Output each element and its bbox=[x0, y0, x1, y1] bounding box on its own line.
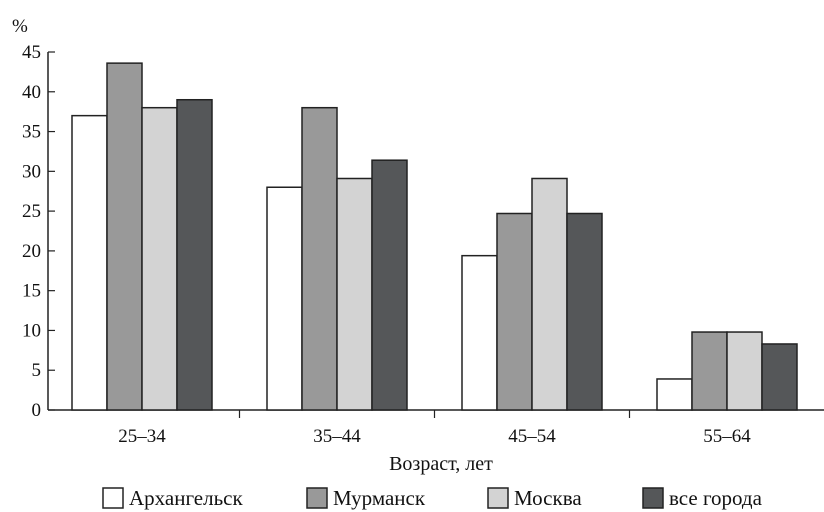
bar bbox=[461, 254, 498, 411]
x-axis: 25–34 35–44 45–54 55–64 bbox=[48, 409, 824, 447]
bar bbox=[496, 212, 533, 411]
bar bbox=[301, 106, 338, 411]
bar bbox=[71, 114, 108, 411]
legend-label: Мурманск bbox=[333, 486, 426, 510]
y-unit-label: % bbox=[12, 16, 28, 37]
y-tick-label: 10 bbox=[22, 320, 41, 341]
x-axis-label: Возраст, лет bbox=[389, 453, 493, 475]
bar bbox=[106, 62, 143, 411]
bar bbox=[371, 159, 408, 411]
y-axis: 0 5 10 15 20 25 30 35 40 45 bbox=[22, 42, 55, 421]
legend-label: Архангельск bbox=[129, 486, 243, 510]
legend-label: все города bbox=[669, 486, 763, 510]
legend-swatch bbox=[642, 487, 664, 509]
bar bbox=[726, 331, 763, 411]
legend-swatch bbox=[487, 487, 509, 509]
bar bbox=[691, 331, 728, 411]
y-tick-label: 45 bbox=[22, 42, 41, 63]
x-tick-label: 35–44 bbox=[313, 426, 361, 447]
bar bbox=[566, 212, 603, 411]
bar bbox=[176, 98, 213, 411]
bar bbox=[656, 378, 693, 411]
legend-swatch bbox=[102, 487, 124, 509]
legend-label: Москва bbox=[514, 486, 582, 510]
y-tick-label: 5 bbox=[32, 360, 42, 381]
y-tick-label: 35 bbox=[22, 122, 41, 143]
bar bbox=[531, 177, 568, 411]
bar bbox=[266, 186, 303, 411]
bars bbox=[71, 62, 798, 411]
y-tick-label: 15 bbox=[22, 281, 41, 302]
x-tick-label: 55–64 bbox=[703, 426, 751, 447]
bar bbox=[141, 106, 178, 411]
y-tick-label: 20 bbox=[22, 241, 41, 262]
y-tick-label: 40 bbox=[22, 82, 41, 103]
bar bbox=[336, 177, 373, 411]
legend-swatch bbox=[306, 487, 328, 509]
y-tick-label: 0 bbox=[32, 400, 42, 421]
bar bbox=[761, 343, 798, 411]
x-tick-label: 45–54 bbox=[508, 426, 556, 447]
y-tick-label: 25 bbox=[22, 201, 41, 222]
y-tick-label: 30 bbox=[22, 161, 41, 182]
x-tick-label: 25–34 bbox=[118, 426, 166, 447]
legend: Архангельск Мурманск Москва все города bbox=[102, 486, 763, 510]
